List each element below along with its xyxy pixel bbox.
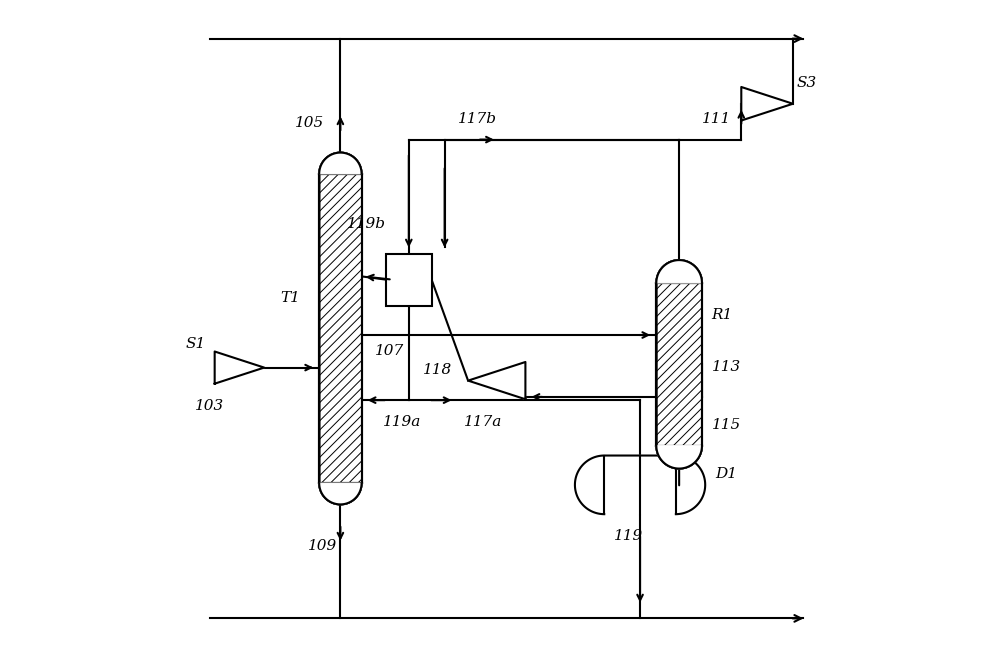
Text: S1: S1 (185, 337, 206, 351)
Text: 119: 119 (614, 530, 643, 543)
Text: S3: S3 (796, 76, 816, 91)
Polygon shape (319, 152, 362, 505)
Polygon shape (468, 362, 525, 399)
Text: 118: 118 (422, 363, 452, 377)
Polygon shape (656, 260, 702, 283)
Polygon shape (741, 87, 793, 120)
Bar (386, 254, 432, 306)
Text: 113: 113 (712, 360, 741, 374)
Text: 111: 111 (702, 112, 731, 126)
Polygon shape (656, 260, 702, 468)
Text: 119b: 119b (347, 217, 386, 231)
Text: 103: 103 (195, 399, 224, 413)
Text: T1: T1 (280, 292, 300, 306)
Polygon shape (319, 152, 362, 174)
Text: D1: D1 (715, 467, 737, 482)
Text: 109: 109 (308, 539, 337, 553)
Text: 117b: 117b (458, 112, 497, 126)
Polygon shape (215, 351, 264, 384)
Text: 105: 105 (295, 116, 324, 129)
Text: 119a: 119a (383, 415, 421, 429)
Polygon shape (575, 455, 705, 514)
Text: 117a: 117a (464, 415, 503, 429)
Text: 107: 107 (375, 344, 404, 357)
Polygon shape (656, 445, 702, 468)
Polygon shape (319, 483, 362, 505)
Text: R1: R1 (712, 307, 733, 322)
Text: 115: 115 (712, 419, 741, 432)
